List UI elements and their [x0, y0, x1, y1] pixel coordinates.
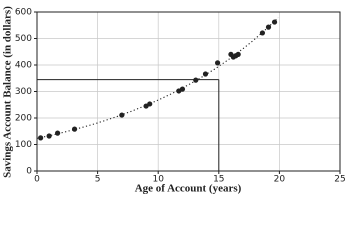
data-point	[271, 19, 278, 25]
data-point	[259, 30, 266, 36]
data-point	[55, 130, 61, 136]
x-tick-label: 25	[334, 175, 345, 185]
x-tick-label: 10	[152, 175, 164, 185]
y-tick-label: 300	[15, 87, 32, 97]
chart: Age of Account (years) Savings Account B…	[2, 6, 345, 195]
y-tick-label: 100	[15, 140, 32, 150]
x-tick-label: 0	[34, 175, 40, 185]
y-tick-label: 0	[26, 167, 32, 177]
data-point	[46, 133, 52, 139]
page: {"chart_data": {"type": "scatter", "x_la…	[1, 5, 345, 195]
data-point	[214, 60, 221, 66]
data-point	[179, 86, 186, 92]
data-point	[265, 24, 272, 30]
data-point	[147, 101, 153, 107]
x-axis-label: Age of Account (years)	[135, 183, 242, 195]
y-tick-label: 500	[15, 34, 32, 44]
plot-frame	[36, 11, 341, 172]
trendline	[36, 17, 279, 139]
data-point	[38, 135, 44, 141]
y-axis-label: Savings Account Balance (in dollars)	[2, 6, 14, 178]
x-tick-label: 20	[274, 175, 286, 185]
data-point	[235, 51, 241, 58]
x-tick-label: 15	[213, 175, 224, 185]
data-point	[193, 77, 199, 83]
data-point	[71, 126, 78, 132]
y-tick-label: 600	[15, 8, 32, 18]
data-point	[119, 112, 125, 118]
data-point	[202, 71, 209, 77]
x-tick-label: 5	[95, 175, 101, 185]
y-tick-label: 400	[15, 61, 32, 71]
y-tick-label: 200	[15, 114, 32, 124]
